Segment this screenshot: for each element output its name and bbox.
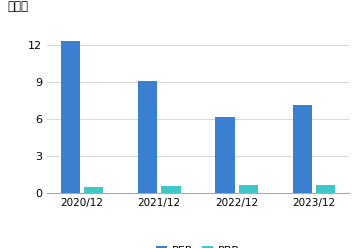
Bar: [293, 105, 312, 193]
Bar: [138, 81, 157, 193]
Bar: [161, 186, 181, 193]
Text: （배）: （배）: [8, 0, 28, 13]
Bar: [60, 41, 80, 193]
Legend: PER, PBR: PER, PBR: [152, 241, 244, 248]
Bar: [215, 117, 235, 193]
Bar: [316, 185, 336, 193]
Bar: [84, 187, 103, 193]
Bar: [239, 186, 258, 193]
